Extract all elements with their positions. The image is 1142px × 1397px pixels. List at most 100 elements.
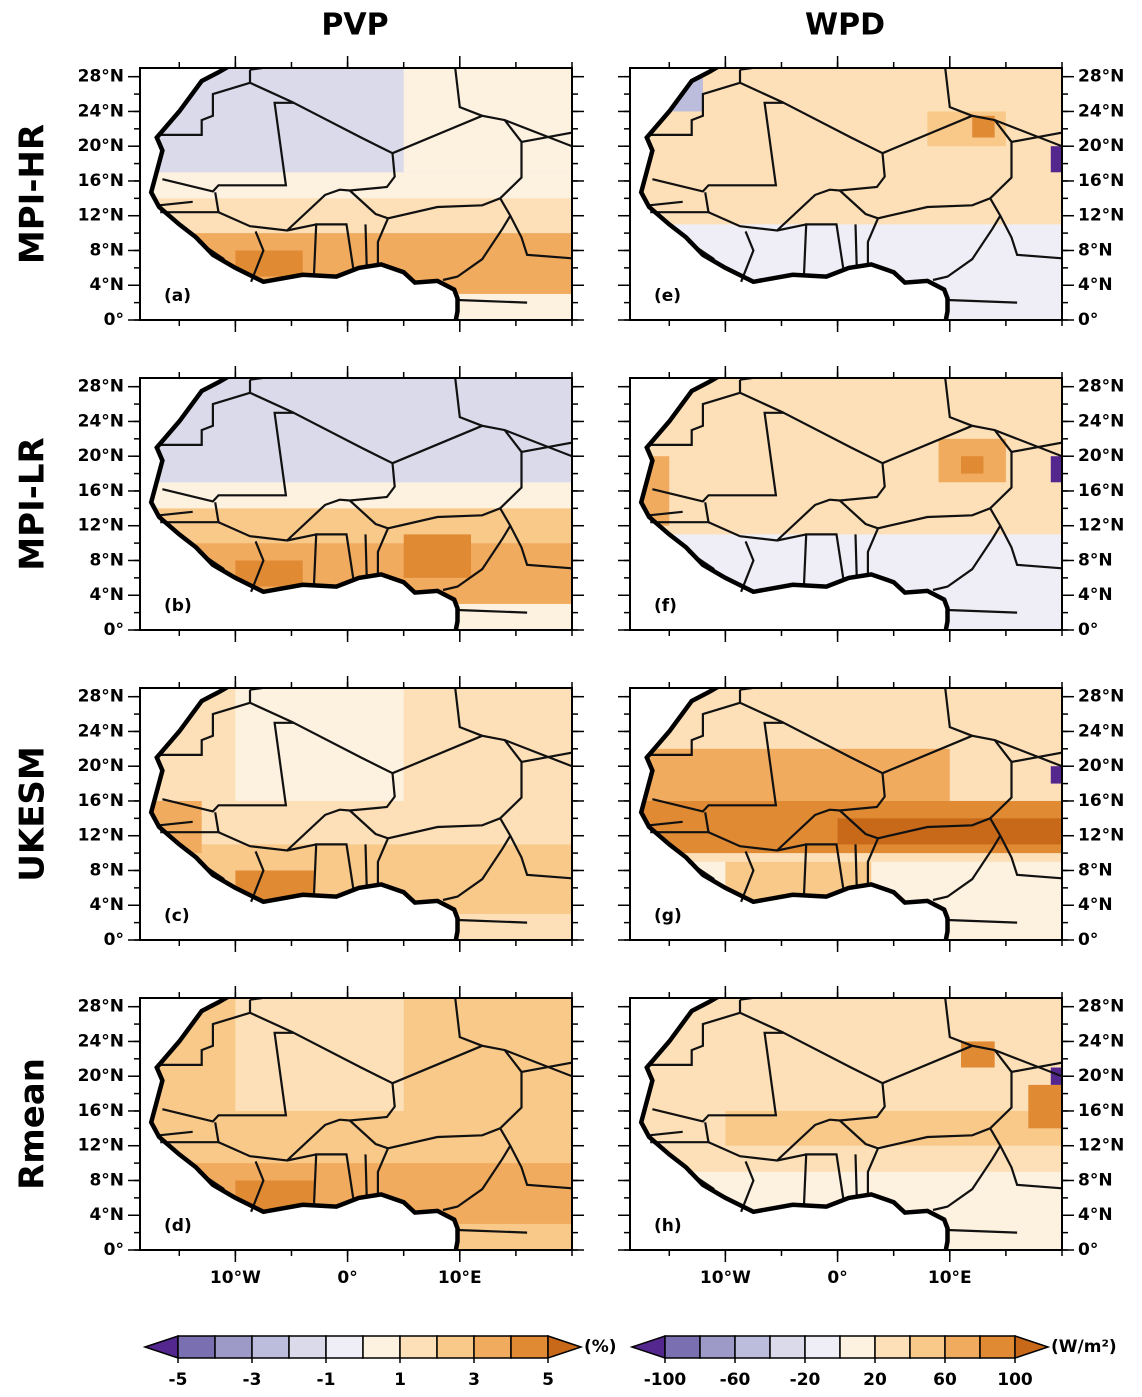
border	[947, 298, 1018, 304]
border	[457, 298, 528, 304]
colorbar-swatch	[325, 1335, 364, 1359]
colorbar-tick-label: -60	[720, 1370, 751, 1390]
lat-tick-label: 24°N	[78, 721, 124, 741]
border	[994, 739, 1062, 768]
colorbar-swatch	[251, 1335, 290, 1359]
border	[376, 837, 390, 886]
border	[364, 534, 368, 577]
column-title: PVP	[321, 8, 388, 43]
shading	[641, 224, 1062, 320]
lat-tick-label: 16°N	[78, 791, 124, 811]
colorbar-unit: (W/m²)	[1051, 1337, 1117, 1357]
colorbar-swatch	[629, 1334, 666, 1360]
panel-label: (a)	[164, 286, 191, 306]
border	[376, 1147, 390, 1196]
lon-tick-label: 10°E	[438, 1268, 482, 1288]
shading	[1050, 766, 1062, 784]
colorbar-swatch	[473, 1335, 512, 1359]
colorbar-unit: (%)	[584, 1337, 617, 1357]
lat-tick-label: 24°N	[1078, 721, 1124, 741]
panel-label: (b)	[164, 596, 192, 616]
lat-tick-label: 24°N	[1078, 411, 1124, 431]
shading	[641, 1171, 1062, 1250]
colorbar-tick-label: 5	[542, 1370, 554, 1390]
border	[802, 843, 845, 897]
border	[854, 844, 858, 887]
border	[521, 1061, 572, 1073]
coastline	[638, 68, 950, 320]
colorbar-swatch	[944, 1335, 981, 1359]
lat-tick-label: 12°N	[78, 1136, 124, 1156]
border	[521, 131, 572, 143]
lat-tick-label: 0°	[1078, 930, 1098, 950]
border	[854, 224, 858, 267]
colorbar-swatch	[979, 1335, 1016, 1359]
shading	[641, 534, 1062, 630]
lat-tick-label: 12°N	[78, 826, 124, 846]
lat-tick-label: 24°N	[78, 101, 124, 121]
border	[214, 411, 396, 542]
border	[1011, 441, 1062, 453]
border	[704, 1031, 886, 1162]
shading	[646, 748, 950, 801]
border	[994, 429, 1062, 458]
lat-tick-label: 16°N	[1078, 1101, 1124, 1121]
lat-tick-label: 12°N	[78, 206, 124, 226]
border	[648, 1130, 683, 1137]
border	[854, 1154, 858, 1197]
lat-tick-label: 16°N	[1078, 791, 1124, 811]
border	[740, 540, 755, 593]
lat-tick-label: 28°N	[1078, 377, 1124, 397]
lat-tick-label: 8°N	[89, 240, 124, 260]
colorbar-tick-label: 60	[933, 1370, 957, 1390]
border	[866, 1147, 880, 1196]
border	[521, 441, 572, 453]
border	[866, 837, 880, 886]
lat-tick-label: 16°N	[1078, 171, 1124, 191]
border	[944, 378, 973, 427]
shading	[403, 534, 472, 578]
border	[457, 918, 528, 924]
border	[866, 527, 880, 576]
lat-tick-label: 0°	[104, 930, 124, 950]
border	[250, 850, 265, 903]
lat-tick-label: 28°N	[78, 377, 124, 397]
border	[509, 215, 572, 260]
border	[504, 119, 572, 148]
colorbar-tick-label: 100	[997, 1370, 1033, 1390]
lat-tick-label: 0°	[1078, 620, 1098, 640]
colorbar-tick-label: -1	[317, 1370, 336, 1390]
border	[454, 688, 483, 737]
border	[509, 525, 572, 570]
lat-tick-label: 20°N	[78, 136, 124, 156]
colorbar-swatch	[874, 1335, 911, 1359]
land-shading	[151, 378, 572, 630]
border	[442, 817, 512, 902]
lat-tick-label: 4°N	[1078, 585, 1113, 605]
border	[286, 843, 317, 852]
lat-tick-label: 20°N	[1078, 446, 1124, 466]
shading	[235, 688, 404, 801]
border	[286, 533, 317, 542]
border	[250, 540, 265, 593]
lat-tick-label: 20°N	[78, 756, 124, 776]
colorbar-swatch	[214, 1335, 253, 1359]
border	[776, 1153, 807, 1162]
lat-tick-label: 8°N	[89, 550, 124, 570]
border	[364, 1154, 368, 1197]
map-panel	[148, 998, 572, 1250]
border	[994, 1049, 1062, 1078]
shading	[961, 456, 984, 474]
lat-tick-label: 20°N	[78, 1066, 124, 1086]
border	[947, 1228, 1018, 1234]
map-panel	[148, 68, 572, 320]
lat-tick-label: 20°N	[78, 446, 124, 466]
coastline	[638, 688, 950, 940]
shading	[972, 115, 995, 138]
panel-frame	[139, 377, 573, 631]
coastline	[148, 688, 460, 940]
panel-frame	[139, 997, 573, 1251]
row-label: MPI-LR	[13, 437, 53, 570]
border	[504, 429, 572, 458]
